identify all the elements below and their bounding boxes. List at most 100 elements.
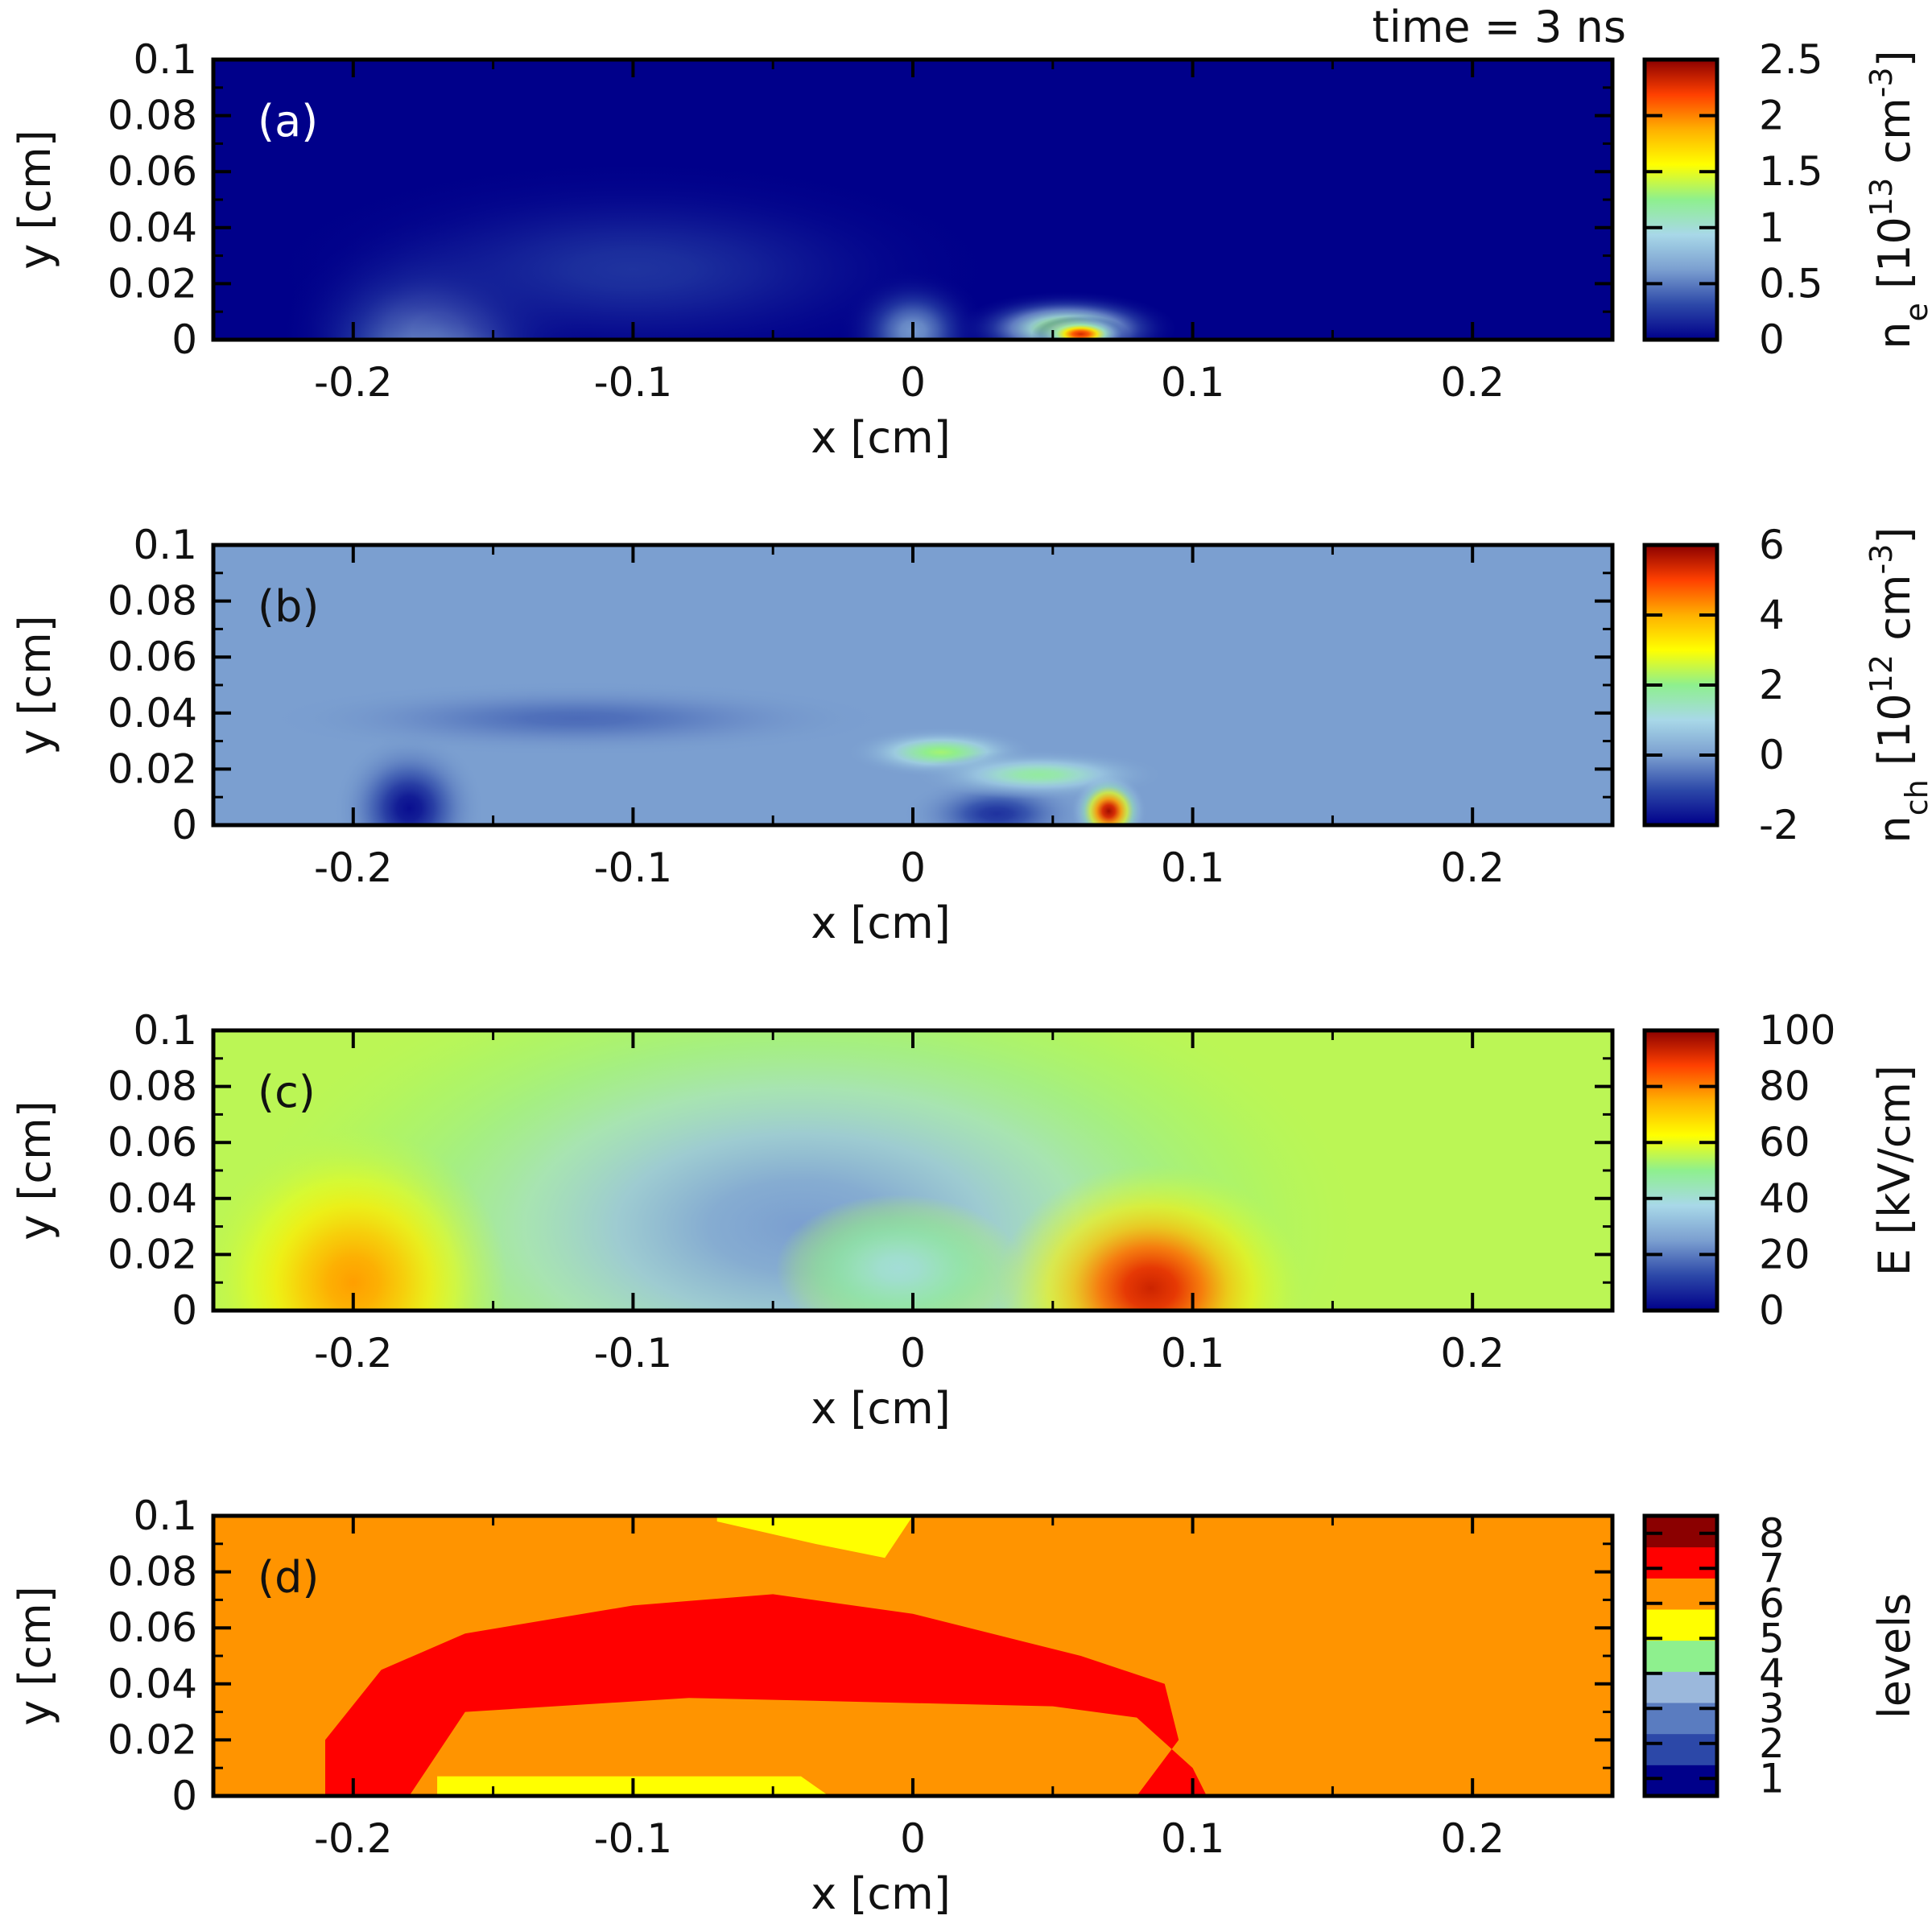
colorbar-tick-label: 40 — [1759, 1175, 1810, 1222]
colorbar-frame — [1642, 57, 1719, 342]
colorbar-swatch — [1645, 1765, 1717, 1797]
field-feature — [213, 1128, 507, 1311]
x-tick-label: -0.2 — [314, 1815, 393, 1862]
panel-c: -0.2 -0.1 0 0.1 0.2 0 0.02 0.04 0.06 0.08 0.1 x [cm… — [10, 1007, 1920, 1434]
y-tick-label: 0.1 — [133, 522, 197, 568]
plot-area — [213, 1516, 1612, 1796]
y-tick-label: 0.06 — [108, 148, 197, 195]
colorbar-label: nch [1012 cm-3] — [1864, 527, 1932, 844]
colorbar: 0 0.5 1 1.5 2 2.5 ne [1013 cm-3] — [1642, 36, 1932, 363]
colorbar-tick-label: 0 — [1759, 732, 1785, 778]
colorbar-label: levels — [1869, 1593, 1920, 1719]
x-axis-label: x [cm] — [811, 412, 951, 463]
y-tick-label: 0.06 — [108, 1119, 197, 1166]
field-feature — [335, 734, 484, 825]
x-tick-label: 0.2 — [1440, 1330, 1505, 1377]
colorbar-swatch — [1645, 1609, 1717, 1641]
x-tick-label: 0 — [900, 1330, 926, 1377]
y-axis-label: y [cm] — [10, 1586, 60, 1726]
y-tick-label: 0.04 — [108, 1661, 197, 1707]
field-feature — [263, 159, 1003, 340]
x-tick-label: 0.2 — [1440, 359, 1505, 406]
colorbar-tick-label: 2 — [1759, 1720, 1785, 1767]
y-tick-label: 0.08 — [108, 1063, 197, 1110]
y-tick-label: 0.08 — [108, 1549, 197, 1596]
x-tick-label: -0.1 — [594, 359, 673, 406]
y-tick-label: 0.02 — [108, 745, 197, 792]
colorbar-tick-label: 6 — [1759, 1580, 1785, 1627]
colorbar-tick-label: 100 — [1759, 1007, 1835, 1054]
colorbar-tick-label: 0.5 — [1759, 260, 1823, 307]
y-tick-label: 0.02 — [108, 1231, 197, 1278]
plot-area — [213, 1030, 1612, 1311]
x-tick-label: 0.2 — [1440, 1815, 1505, 1862]
plot-area — [213, 545, 1612, 825]
colorbar-tick-label: 0 — [1759, 1287, 1785, 1334]
colorbar-tick-label: 20 — [1759, 1231, 1810, 1278]
panel-label: (d) — [258, 1552, 319, 1603]
y-tick-label: 0.04 — [108, 204, 197, 251]
panel-d: -0.2 -0.1 0 0.1 0.2 0 0.02 0.04 0.06 0.08 0.1 x [cm… — [10, 1492, 1920, 1919]
colorbar-tick-label: 2 — [1759, 662, 1785, 708]
y-tick-label: 0 — [171, 802, 197, 848]
x-tick-label: -0.2 — [314, 359, 393, 406]
x-tick-label: 0.1 — [1161, 1330, 1225, 1377]
field-feature — [775, 1194, 1022, 1311]
colorbar-tick-label: 5 — [1759, 1615, 1785, 1662]
x-axis-label: x [cm] — [811, 898, 951, 948]
colorbar-tick-label: 1 — [1759, 204, 1785, 251]
y-axis-label: y [cm] — [10, 1100, 60, 1241]
y-tick-label: 0 — [171, 1773, 197, 1819]
panel-label: (a) — [258, 96, 318, 147]
y-axis-label: y [cm] — [10, 615, 60, 755]
colorbar-swatch — [1645, 1516, 1717, 1548]
x-axis-label: x [cm] — [811, 1383, 951, 1434]
field-feature — [269, 681, 886, 756]
colorbar-frame — [1642, 1028, 1719, 1313]
panel-a: -0.2 -0.1 0 0.1 0.2 0 0.02 0.04 0.06 0.08 0.1 x [cm… — [10, 36, 1932, 463]
colorbar-tick-label: -2 — [1759, 802, 1799, 848]
colorbar-label: ne [1013 cm-3] — [1864, 50, 1932, 349]
y-tick-label: 0 — [171, 316, 197, 363]
y-tick-label: 0.04 — [108, 1175, 197, 1222]
figure-title: time = 3 ns — [1373, 2, 1626, 52]
colorbar-tick-label: 1 — [1759, 1755, 1785, 1802]
colorbar-tick-label: 60 — [1759, 1119, 1810, 1166]
level-region-6 — [716, 1516, 913, 1558]
field-feature — [997, 1165, 1305, 1311]
colorbar: -2 0 2 4 6 nch [1012 cm-3] — [1642, 522, 1932, 848]
x-tick-label: -0.2 — [314, 844, 393, 891]
x-tick-label: -0.1 — [594, 1330, 673, 1377]
y-tick-label: 0.06 — [108, 1604, 197, 1651]
panel-label: (c) — [258, 1067, 316, 1117]
colorbar-tick-label: 2.5 — [1759, 36, 1823, 83]
colorbar-tick-label: 8 — [1759, 1510, 1785, 1557]
y-axis-label: y [cm] — [10, 130, 60, 270]
panel-label: (b) — [258, 581, 319, 632]
colorbar-swatch — [1645, 1671, 1717, 1703]
colorbar-tick-label: 2 — [1759, 93, 1785, 139]
plot-area — [213, 60, 1612, 340]
colorbar-frame — [1642, 1513, 1719, 1798]
field-feature — [1071, 774, 1146, 825]
colorbar-tick-label: 4 — [1759, 1650, 1785, 1697]
x-tick-label: 0 — [900, 359, 926, 406]
colorbar-tick-label: 1.5 — [1759, 148, 1823, 195]
y-tick-label: 0.06 — [108, 634, 197, 680]
level-region-8 — [325, 1594, 1207, 1796]
field-feature — [1031, 316, 1130, 340]
x-tick-label: -0.1 — [594, 844, 673, 891]
panel-b: -0.2 -0.1 0 0.1 0.2 0 0.02 0.04 0.06 0.08 0.1 x [cm… — [10, 522, 1932, 948]
colorbar-label: E [kV/cm] — [1869, 1065, 1920, 1276]
colorbar-tick-label: 6 — [1759, 522, 1785, 568]
x-tick-label: 0.1 — [1161, 359, 1225, 406]
colorbar-swatch — [1645, 1733, 1717, 1765]
field-feature — [839, 270, 987, 340]
x-tick-label: 0.1 — [1161, 844, 1225, 891]
y-tick-label: 0.1 — [133, 1492, 197, 1539]
x-tick-label: 0 — [900, 1815, 926, 1862]
colorbar-tick-label: 80 — [1759, 1063, 1810, 1110]
colorbar-tick-label: 0 — [1759, 316, 1785, 363]
